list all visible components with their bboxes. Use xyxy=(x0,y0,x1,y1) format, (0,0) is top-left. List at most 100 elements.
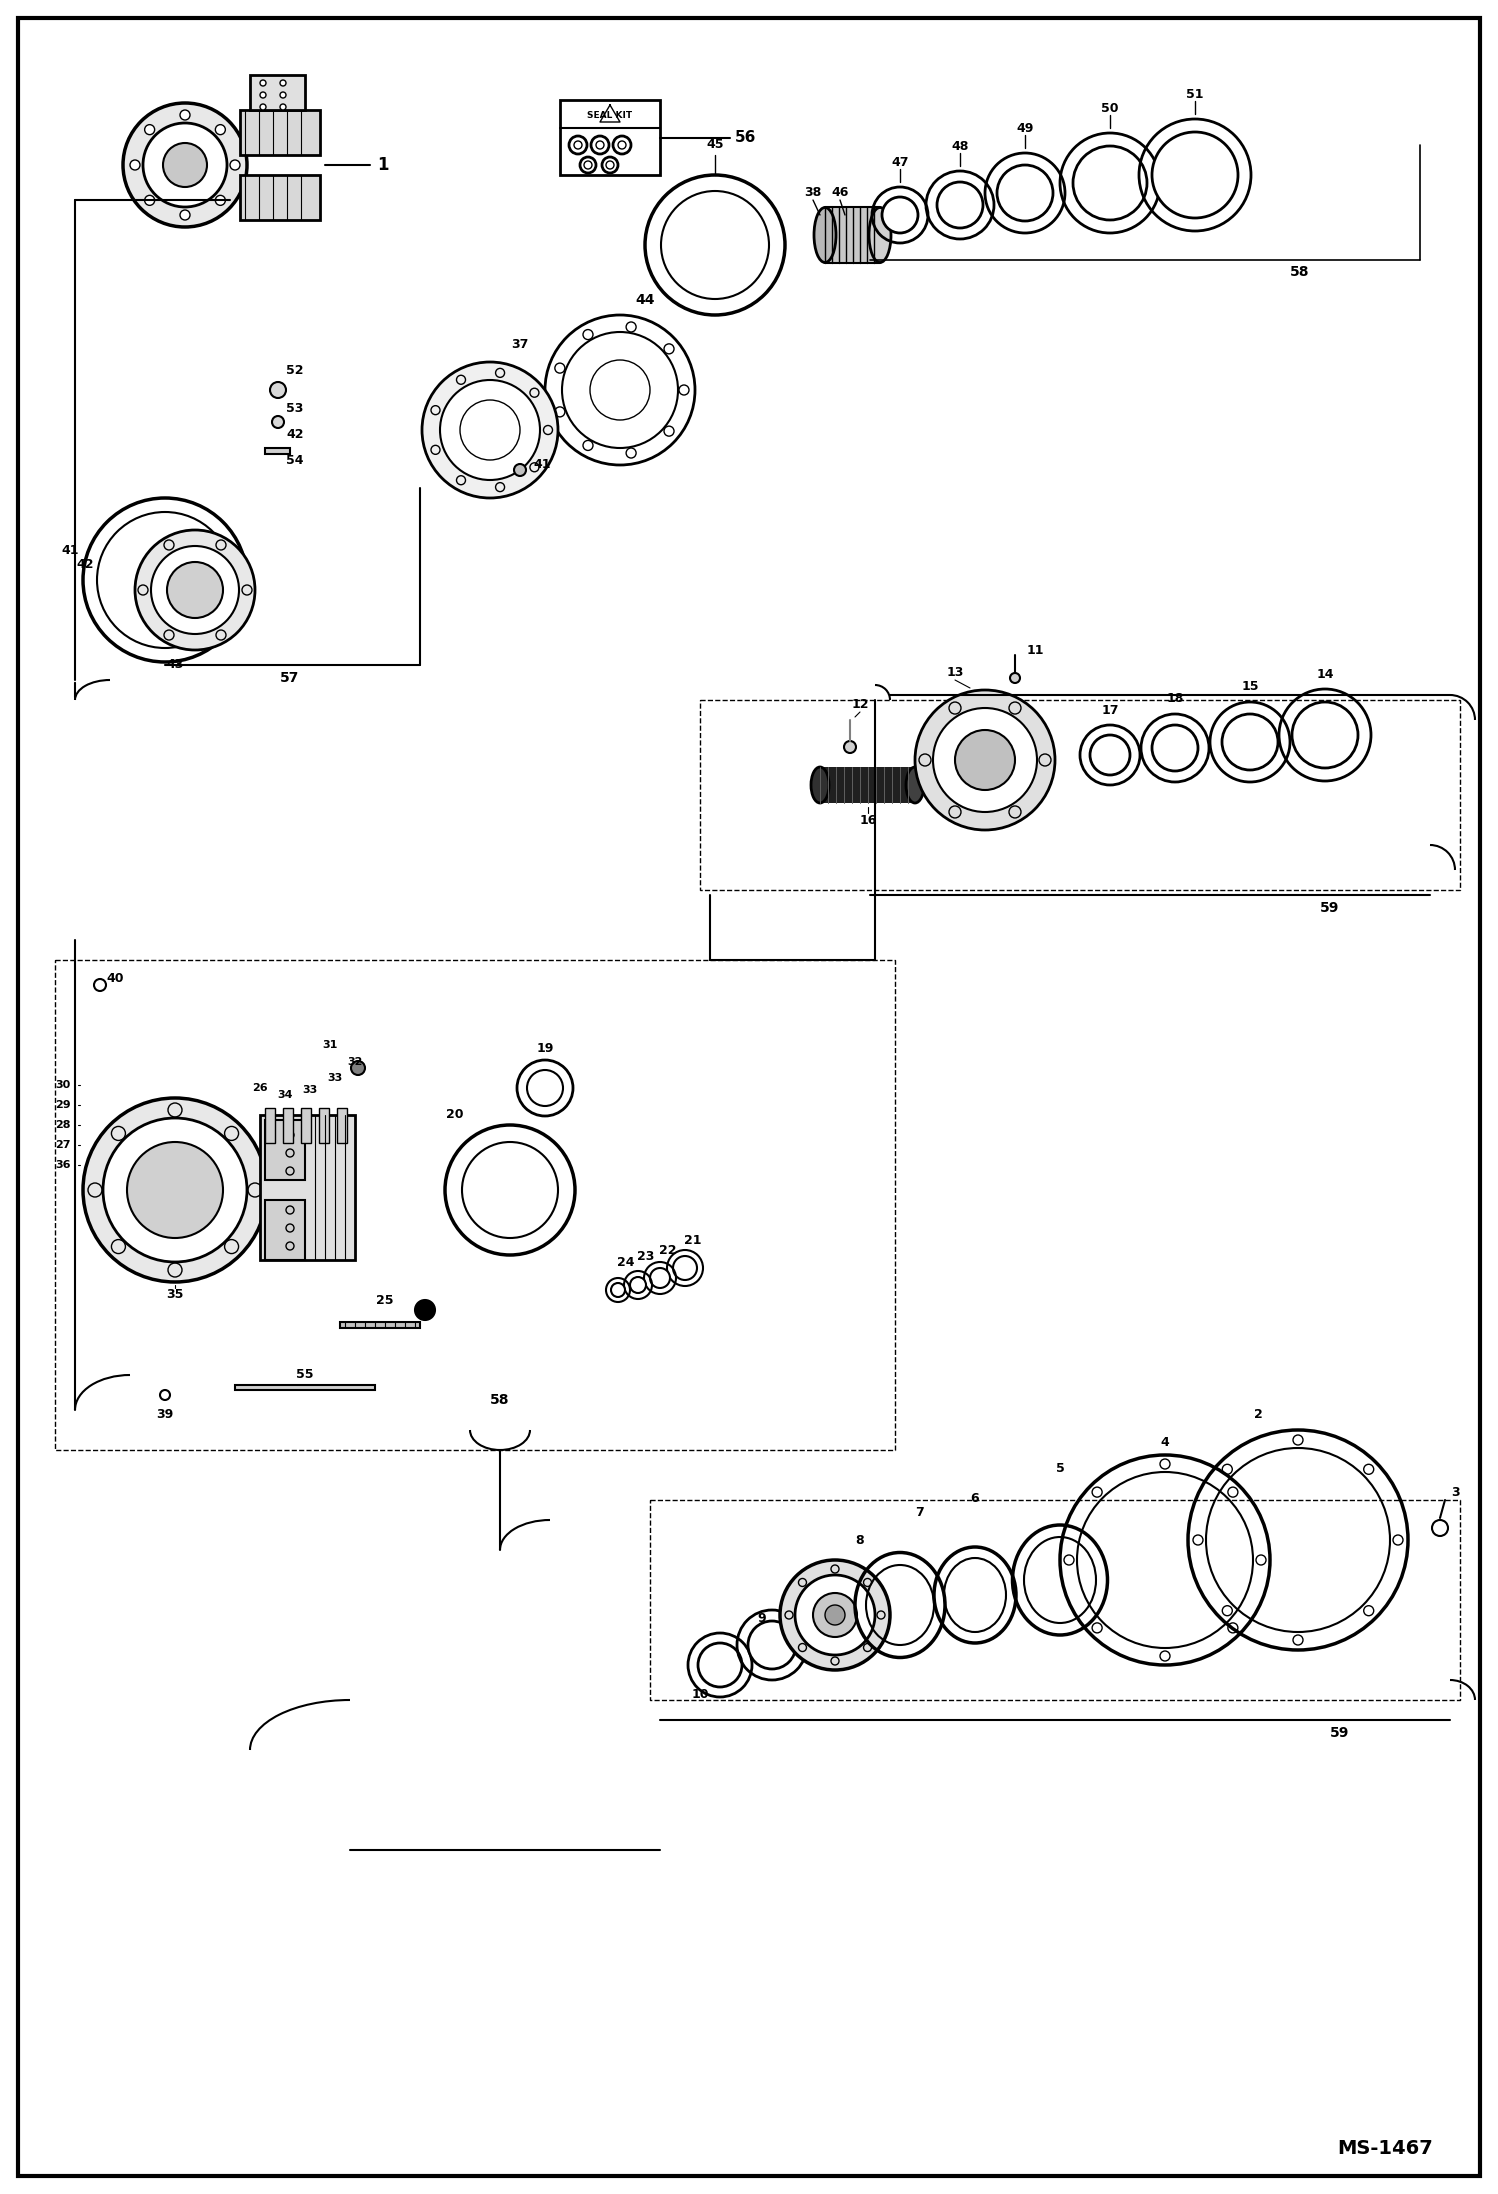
Circle shape xyxy=(261,92,267,99)
Text: 11: 11 xyxy=(1026,643,1044,656)
Circle shape xyxy=(956,731,1016,790)
Circle shape xyxy=(127,1143,223,1237)
Text: 17: 17 xyxy=(1101,704,1119,717)
Circle shape xyxy=(261,79,267,86)
Bar xyxy=(240,176,321,219)
Text: 32: 32 xyxy=(348,1058,363,1066)
Text: 6: 6 xyxy=(971,1492,980,1505)
Text: 27: 27 xyxy=(55,1141,70,1150)
Text: MS-1467: MS-1467 xyxy=(1338,2139,1434,2157)
Bar xyxy=(283,1108,294,1143)
Text: 51: 51 xyxy=(1186,88,1204,101)
Text: 52: 52 xyxy=(286,364,304,377)
Text: 40: 40 xyxy=(106,972,124,985)
Text: 2: 2 xyxy=(1254,1409,1263,1422)
Ellipse shape xyxy=(906,768,924,803)
Text: 41: 41 xyxy=(61,544,79,557)
Text: 4: 4 xyxy=(1161,1435,1170,1448)
Circle shape xyxy=(280,79,286,86)
Text: 33: 33 xyxy=(328,1073,343,1084)
Text: 1: 1 xyxy=(377,156,389,173)
Circle shape xyxy=(273,417,285,428)
Circle shape xyxy=(135,531,255,649)
Text: 25: 25 xyxy=(376,1294,394,1305)
Circle shape xyxy=(440,380,539,480)
Text: 26: 26 xyxy=(252,1084,268,1093)
Circle shape xyxy=(422,362,557,498)
Text: 29: 29 xyxy=(55,1099,70,1110)
Text: 30: 30 xyxy=(55,1079,70,1090)
Circle shape xyxy=(82,1097,267,1281)
Circle shape xyxy=(180,211,190,219)
Circle shape xyxy=(216,195,225,206)
Circle shape xyxy=(1291,702,1359,768)
Bar xyxy=(265,1119,306,1180)
Text: 3: 3 xyxy=(1450,1485,1459,1499)
Circle shape xyxy=(698,1643,742,1687)
Circle shape xyxy=(938,182,983,228)
Text: 42: 42 xyxy=(286,428,304,441)
Circle shape xyxy=(882,197,918,233)
Text: 47: 47 xyxy=(891,156,909,169)
Bar xyxy=(825,206,879,263)
Circle shape xyxy=(1222,713,1278,770)
Text: 16: 16 xyxy=(860,814,876,827)
Bar xyxy=(265,1200,306,1259)
Circle shape xyxy=(650,1268,670,1288)
Ellipse shape xyxy=(810,768,828,803)
Text: 10: 10 xyxy=(691,1689,709,1703)
Text: 36: 36 xyxy=(55,1161,70,1169)
Text: 39: 39 xyxy=(156,1409,174,1422)
Circle shape xyxy=(216,125,225,134)
Text: 28: 28 xyxy=(55,1119,70,1130)
Bar xyxy=(240,110,321,156)
Circle shape xyxy=(145,195,154,206)
Text: SEAL KIT: SEAL KIT xyxy=(587,110,632,118)
Text: 58: 58 xyxy=(1290,265,1309,279)
Circle shape xyxy=(813,1593,857,1637)
Circle shape xyxy=(1152,132,1237,217)
Bar xyxy=(235,1384,374,1391)
Circle shape xyxy=(1073,147,1147,219)
Text: 59: 59 xyxy=(1330,1727,1350,1740)
Bar xyxy=(265,448,291,454)
Circle shape xyxy=(166,562,223,619)
Text: 20: 20 xyxy=(446,1108,464,1121)
Text: 23: 23 xyxy=(637,1251,655,1264)
Text: 59: 59 xyxy=(1320,902,1339,915)
Text: 37: 37 xyxy=(511,338,529,351)
Circle shape xyxy=(825,1606,845,1626)
Text: 12: 12 xyxy=(851,698,869,711)
Bar xyxy=(261,1115,355,1259)
Text: 58: 58 xyxy=(490,1393,509,1406)
Text: 54: 54 xyxy=(286,454,304,467)
Text: 42: 42 xyxy=(76,559,94,570)
Text: 45: 45 xyxy=(706,138,724,151)
Text: 19: 19 xyxy=(536,1042,554,1055)
Text: 14: 14 xyxy=(1317,667,1333,680)
Text: 49: 49 xyxy=(1016,121,1034,134)
Text: 50: 50 xyxy=(1101,101,1119,114)
Circle shape xyxy=(142,123,228,206)
Circle shape xyxy=(351,1062,366,1075)
Circle shape xyxy=(631,1277,646,1292)
Bar xyxy=(700,700,1461,891)
Circle shape xyxy=(1152,724,1198,770)
Text: 48: 48 xyxy=(951,140,969,154)
Circle shape xyxy=(915,689,1055,829)
Ellipse shape xyxy=(813,208,836,263)
Bar xyxy=(265,1108,276,1143)
Text: 55: 55 xyxy=(297,1369,313,1382)
Circle shape xyxy=(514,463,526,476)
Ellipse shape xyxy=(869,208,891,263)
Circle shape xyxy=(780,1560,890,1670)
Text: 56: 56 xyxy=(734,129,755,145)
Text: 38: 38 xyxy=(804,186,821,200)
Text: 46: 46 xyxy=(831,186,849,200)
Text: 15: 15 xyxy=(1242,680,1258,693)
Text: 8: 8 xyxy=(855,1534,864,1547)
Text: 35: 35 xyxy=(166,1288,184,1301)
Text: 13: 13 xyxy=(947,665,963,678)
Text: 7: 7 xyxy=(915,1505,924,1518)
Text: 31: 31 xyxy=(322,1040,337,1051)
